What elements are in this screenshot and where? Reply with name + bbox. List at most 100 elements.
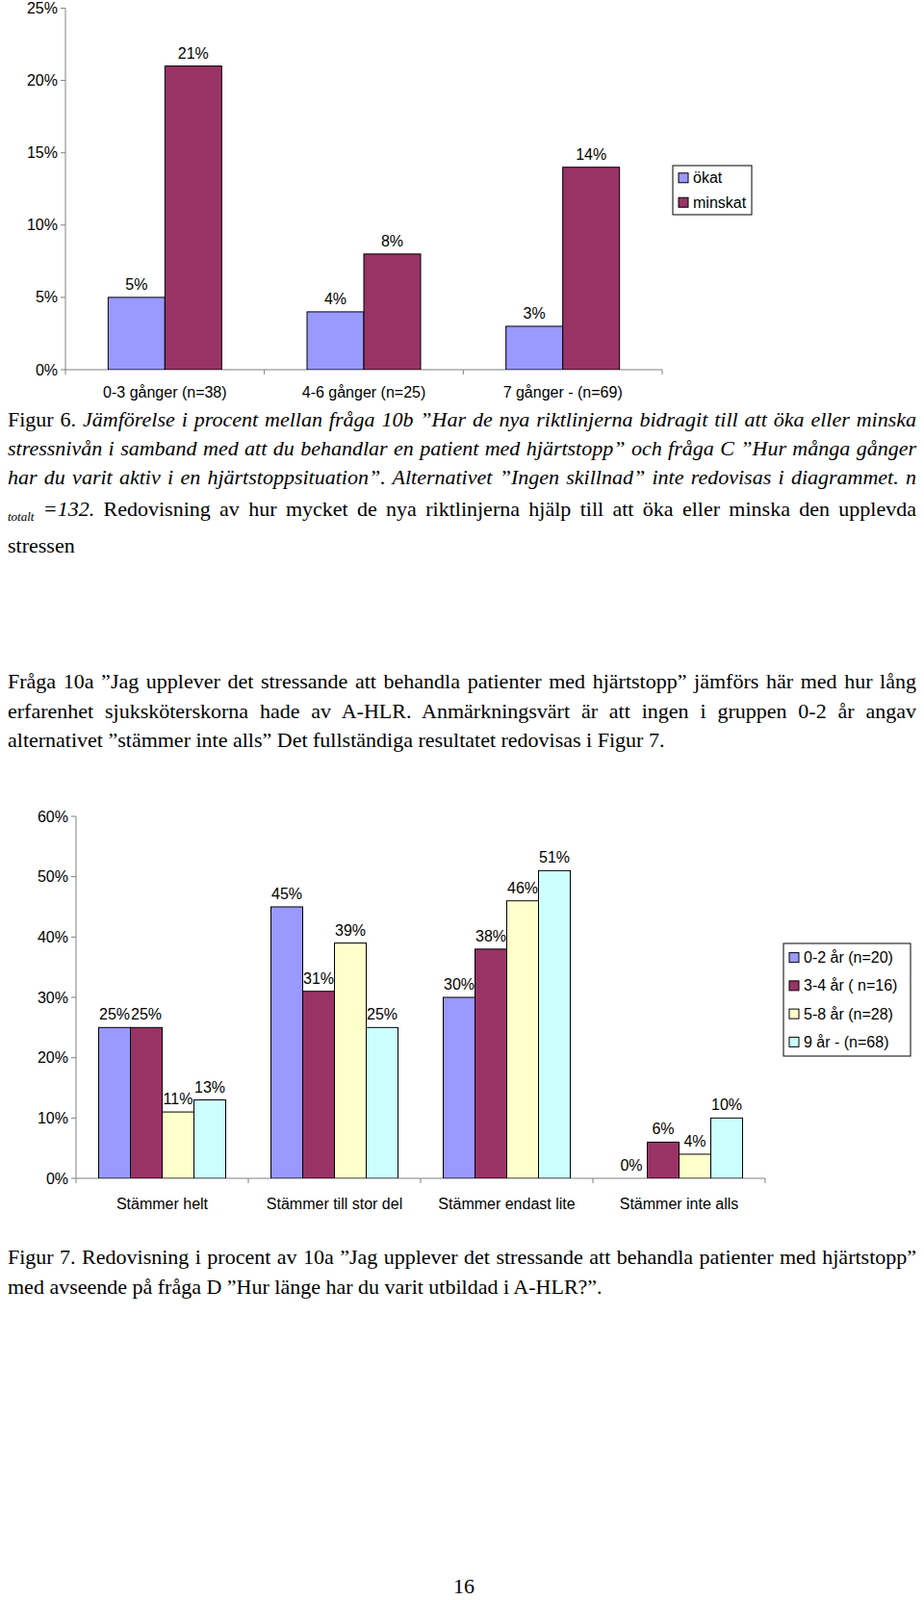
data-label: 0% <box>619 1156 642 1174</box>
data-label: 31% <box>303 970 334 987</box>
x-tick-label: Stämmer till stor del <box>266 1195 403 1212</box>
y-tick-label: 15% <box>26 144 58 161</box>
y-tick-label: 60% <box>37 808 69 825</box>
x-tick <box>462 369 464 375</box>
data-label: 13% <box>194 1078 226 1096</box>
data-label: 39% <box>334 922 366 939</box>
y-tick-label: 30% <box>37 989 69 1006</box>
y-tick-label: 5% <box>35 288 58 306</box>
data-label: 25% <box>366 1005 398 1023</box>
y-tick-label: 0% <box>46 1170 69 1187</box>
data-label: 14% <box>575 146 607 163</box>
legend-swatch <box>789 1008 799 1019</box>
bar <box>99 1026 131 1179</box>
data-label: 25% <box>99 1005 130 1023</box>
bar <box>507 900 539 1179</box>
page-number: 16 <box>415 1574 513 1598</box>
x-tick-label: 4-6 gånger (n=25) <box>302 384 427 401</box>
bar <box>539 870 571 1179</box>
y-tick <box>60 369 66 371</box>
bars <box>107 66 619 370</box>
paragraph: Fråga 10a ”Jag upplever det stressande a… <box>7 667 917 756</box>
bar <box>164 66 222 370</box>
caption-italic: =132. <box>43 496 95 521</box>
bar <box>107 297 165 370</box>
legend-swatch <box>789 952 799 963</box>
bar <box>647 1141 680 1179</box>
caption-text: Redovisning i procent av 10a ”Jag upplev… <box>7 1244 917 1299</box>
charts: 0% 5% 10% 15% 20% 25% 5% 4% 3% 21% 8% 14% 0-3 gånger… <box>0 0 924 1600</box>
bar <box>162 1111 195 1179</box>
y-tick <box>71 997 77 999</box>
x-tick <box>263 369 265 375</box>
data-label: 21% <box>178 45 209 62</box>
legend: ökat minskat <box>672 165 752 215</box>
bar <box>366 1026 399 1179</box>
caption-label: Figur 7. <box>7 1244 77 1269</box>
y-tick-label: 50% <box>37 868 69 885</box>
y-tick-label: 10% <box>26 216 58 233</box>
legend-swatch <box>678 197 689 207</box>
x-tick-label: Stämmer endast lite <box>437 1195 575 1212</box>
bar <box>363 254 421 370</box>
bar <box>475 949 508 1179</box>
x-tick <box>765 1178 767 1183</box>
legend: 0-2 år (n=20) 3-4 år ( n=16) 5-8 år (n=28)… <box>783 943 911 1056</box>
bar <box>506 326 564 370</box>
y-tick <box>60 152 66 154</box>
legend-label: 0-2 år (n=20) <box>803 949 894 966</box>
x-tick-label: Stämmer inte alls <box>619 1195 740 1212</box>
data-label: 46% <box>507 879 539 897</box>
y-tick <box>60 79 66 81</box>
y-tick <box>60 296 66 298</box>
legend-swatch <box>678 173 689 183</box>
y-axis <box>76 816 77 1179</box>
x-tick-label: Stämmer helt <box>116 1195 209 1212</box>
y-tick-label: 25% <box>26 0 58 17</box>
legend-label: ökat <box>693 169 723 186</box>
bar <box>679 1154 712 1179</box>
data-label: 51% <box>539 848 570 866</box>
chart: 0% 5% 10% 15% 20% 25% 5% 4% 3% 21% 8% 14% 0-3 gånger… <box>26 0 752 401</box>
legend-label: minskat <box>693 194 747 211</box>
figure-caption: Figur 7. Redovisning i procent av 10a ”J… <box>7 1242 917 1302</box>
y-tick <box>60 7 66 9</box>
y-tick-label: 20% <box>26 72 58 89</box>
data-label: 5% <box>125 276 148 293</box>
bars <box>99 870 744 1179</box>
bar <box>616 1178 648 1180</box>
x-tick-label: 7 gånger - (n=69) <box>503 384 623 401</box>
bar <box>194 1100 227 1179</box>
x-tick <box>248 1178 250 1183</box>
data-label: 3% <box>523 305 546 322</box>
legend-box <box>783 943 911 1056</box>
y-tick-label: 20% <box>37 1049 69 1066</box>
legend-swatch <box>789 980 799 991</box>
data-labels: 25%45%30%0%25%31%38%6%11%39%46%4%13%25%5… <box>99 848 743 1174</box>
legend-label: 9 år - (n=68) <box>803 1033 889 1051</box>
y-tick-label: 0% <box>35 361 58 379</box>
x-tick <box>420 1178 422 1183</box>
caption-text: Redovisning av hur mycket de nya riktlin… <box>7 496 917 558</box>
data-label: 4% <box>324 290 347 308</box>
y-tick <box>60 224 66 226</box>
legend-swatch <box>789 1036 799 1047</box>
figure-caption: Figur 6. Jämförelse i procent mellan frå… <box>7 405 917 561</box>
y-tick <box>71 875 77 877</box>
y-tick <box>71 1178 77 1180</box>
legend-label: 5-8 år (n=28) <box>803 1005 894 1023</box>
chart: 0%10%20%30%40%50%60%25%45%30%0%25%31%38%… <box>37 808 911 1213</box>
data-label: 6% <box>651 1120 674 1137</box>
legend-label: 3-4 år ( n=16) <box>803 976 898 994</box>
x-tick <box>65 369 67 375</box>
data-label: 10% <box>711 1096 743 1113</box>
caption-label: Figur 6. <box>7 407 77 432</box>
x-tick <box>592 1178 594 1183</box>
bar <box>443 997 476 1179</box>
y-axis <box>65 8 67 371</box>
data-label: 8% <box>381 232 404 250</box>
caption-subscript: totalt <box>7 509 34 524</box>
data-label: 38% <box>475 927 507 945</box>
x-tick-label: 0-3 gånger (n=38) <box>102 384 228 401</box>
y-tick-label: 40% <box>37 928 69 946</box>
